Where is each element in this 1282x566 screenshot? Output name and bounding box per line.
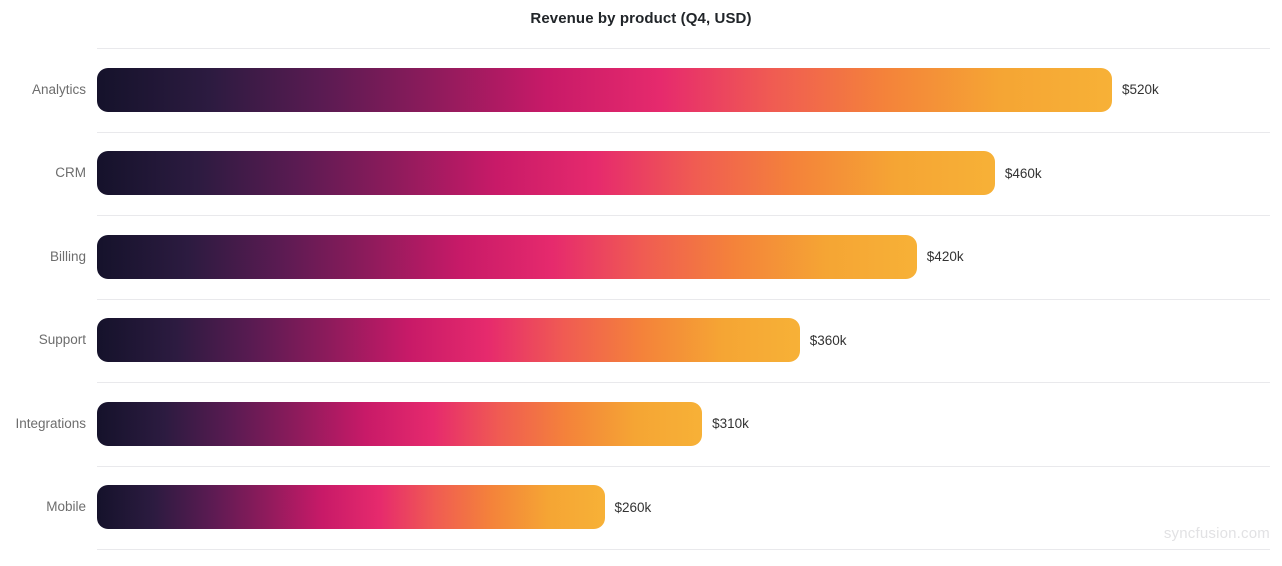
bar-crm[interactable] xyxy=(97,151,995,196)
category-label-crm: CRM xyxy=(55,165,86,181)
bar-rows: $520k $460k $420k $360k $310k $260k xyxy=(97,48,1270,549)
category-label-support: Support xyxy=(38,332,86,348)
category-label-analytics: Analytics xyxy=(31,81,86,97)
bar-row[interactable]: $460k xyxy=(97,132,1270,216)
watermark: syncfusion.com xyxy=(1163,525,1270,542)
bar-row[interactable]: $420k xyxy=(97,215,1270,299)
bar-row[interactable]: $260k xyxy=(97,466,1270,550)
bar-integrations[interactable] xyxy=(97,401,703,446)
bar-analytics[interactable] xyxy=(97,67,1112,112)
gridline xyxy=(97,549,1270,550)
category-label-integrations: Integrations xyxy=(15,415,86,431)
bar-mobile[interactable] xyxy=(97,485,605,530)
data-label: $420k xyxy=(926,249,964,264)
chart-title: Revenue by product (Q4, USD) xyxy=(530,10,752,27)
bar-row[interactable]: $520k xyxy=(97,48,1270,132)
data-label: $520k xyxy=(1122,82,1159,97)
data-label: $360k xyxy=(809,332,847,348)
bar-row[interactable]: $360k xyxy=(97,299,1270,383)
category-label-mobile: Mobile xyxy=(46,499,86,515)
data-label: $310k xyxy=(712,416,749,431)
data-label: $460k xyxy=(1004,165,1042,181)
y-axis-category-labels: Analytics CRM Billing Support Integrations Mo… xyxy=(0,48,86,549)
bar-row[interactable]: $310k xyxy=(97,382,1270,466)
data-label: $260k xyxy=(614,499,652,515)
plot-area: $520k $460k $420k $360k $310k $260k xyxy=(97,48,1270,550)
category-label-billing: Billing xyxy=(49,248,86,264)
bar-billing[interactable] xyxy=(97,234,917,279)
bar-support[interactable] xyxy=(97,318,800,363)
